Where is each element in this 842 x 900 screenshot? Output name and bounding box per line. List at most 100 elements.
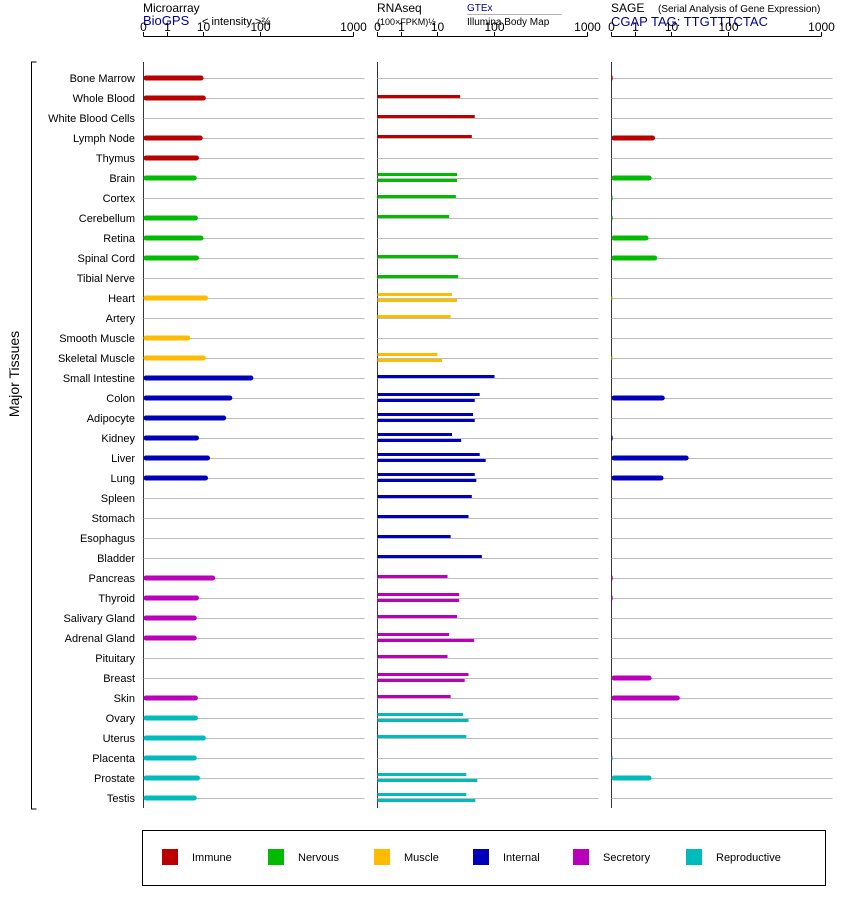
rnaseq-bar-salivary-gland (377, 615, 458, 618)
sage-tick-label-1000: 1000 (808, 20, 835, 34)
rnaseq-bar-adipocyte-2 (377, 419, 475, 422)
rnaseq-tick-label-1: 1 (398, 20, 405, 34)
microarray-bar-ovary (143, 715, 198, 721)
rnaseq-tick-label-1000: 1000 (574, 20, 601, 34)
rnaseq-bar-thyroid-1 (377, 593, 460, 596)
rnaseq-bar-small-intestine (377, 375, 495, 378)
rnaseq-bar-breast-1 (377, 673, 469, 676)
rnaseq-bar-skin (377, 695, 451, 698)
rnaseq-bar-cerebellum (377, 215, 450, 218)
tissue-label-heart: Heart (108, 293, 135, 305)
rnaseq-bar-white-blood-cells (377, 115, 475, 118)
tissue-label-pituitary: Pituitary (95, 653, 135, 665)
tissue-label-bladder: Bladder (97, 553, 135, 565)
sage-subtitle: (Serial Analysis of Gene Expression) (658, 4, 820, 15)
microarray-bar-heart (143, 295, 209, 301)
microarray-bar-prostate (143, 775, 201, 781)
sage-bar-prostate (611, 775, 652, 781)
rnaseq-bar-adrenal-gland-1 (377, 633, 450, 636)
rnaseq-bar-lung-1 (377, 473, 475, 476)
rnaseq-bar-skeletal-muscle-2 (377, 359, 443, 362)
microarray-bar-skeletal-muscle (143, 355, 206, 361)
rnaseq-bar-adrenal-gland-2 (377, 639, 475, 642)
tissue-label-cortex: Cortex (103, 193, 136, 205)
tissue-label-lung: Lung (111, 473, 135, 485)
legend-label-muscle: Muscle (404, 852, 439, 864)
tissue-label-small-intestine: Small Intestine (63, 373, 135, 385)
bars (143, 75, 689, 802)
tissue-label-ovary: Ovary (106, 713, 136, 725)
rnaseq-bar-prostate-1 (377, 773, 467, 776)
sage-bar-colon (611, 395, 665, 401)
rnaseq-bar-stomach (377, 515, 469, 518)
legend-swatch-nervous (268, 849, 284, 865)
sage-bar-spinal-cord (611, 255, 658, 261)
tissue-label-kidney: Kidney (101, 433, 135, 445)
microarray-bar-uterus (143, 735, 206, 741)
microarray-bar-whole-blood (143, 95, 206, 101)
sage-bar-cortex (611, 195, 613, 201)
rnaseq-tick-label-100: 100 (484, 20, 504, 34)
axes: 0 1 10 100 1000 0 1 10 100 1000 0 1 10 100 1000 (140, 20, 835, 808)
rnaseq-bar-brain-1 (377, 173, 458, 176)
gridlines (143, 78, 833, 799)
tissue-label-white-blood-cells: White Blood Cells (48, 113, 135, 125)
tissue-label-liver: Liver (111, 453, 135, 465)
sage-title: SAGE (611, 1, 644, 15)
microarray-bar-adipocyte (143, 415, 227, 421)
rnaseq-bar-testis-2 (377, 799, 476, 802)
sage-bar-cerebellum (611, 215, 613, 221)
legend-swatch-reproductive (686, 849, 702, 865)
tissue-label-prostate: Prostate (94, 773, 135, 785)
rnaseq-bar-spleen (377, 495, 472, 498)
rnaseq-bar-liver-2 (377, 459, 486, 462)
sage-bar-brain (611, 175, 652, 181)
legend-label-secretory: Secretory (603, 852, 651, 864)
rnaseq-bar-spinal-cord (377, 255, 459, 258)
tissue-label-adipocyte: Adipocyte (87, 413, 135, 425)
legend-swatch-immune (162, 849, 178, 865)
microarray-bar-pancreas (143, 575, 216, 581)
rnaseq-bar-skeletal-muscle-1 (377, 353, 438, 356)
microarray-bar-skin (143, 695, 198, 701)
sage-bar-kidney (611, 435, 613, 441)
tissue-label-uterus: Uterus (103, 733, 136, 745)
microarray-bar-spinal-cord (143, 255, 200, 261)
rnaseq-bar-cortex (377, 195, 456, 198)
sage-bar-lung (611, 475, 664, 481)
sage-tick-label-1: 1 (632, 20, 639, 34)
sage-bar-placenta (611, 755, 613, 761)
tissue-label-spleen: Spleen (101, 493, 135, 505)
tissue-label-adrenal-gland: Adrenal Gland (65, 633, 135, 645)
microarray-bar-liver (143, 455, 210, 461)
microarray-bar-bone-marrow (143, 75, 204, 81)
rnaseq-bar-pituitary (377, 655, 448, 658)
tissue-label-breast: Breast (103, 673, 135, 685)
microarray-tick-label-1: 1 (164, 20, 171, 34)
rnaseq-tick-label-0: 0 (374, 20, 381, 34)
tissue-label-testis: Testis (107, 793, 136, 805)
microarray-bar-small-intestine (143, 375, 254, 381)
rnaseq-bar-colon-1 (377, 393, 480, 396)
sage-tick-label-100: 100 (718, 20, 738, 34)
tissue-label-thyroid: Thyroid (98, 593, 135, 605)
tissue-label-pancreas: Pancreas (89, 573, 136, 585)
microarray-bar-salivary-gland (143, 615, 197, 621)
tissue-label-thymus: Thymus (96, 153, 136, 165)
sage-bar-breast (611, 675, 652, 681)
microarray-bar-retina (143, 235, 204, 241)
sage-source: CGAP TAG: TTGTTTCTAC (611, 14, 768, 29)
rnaseq-bar-lymph-node (377, 135, 472, 138)
rnaseq-bar-prostate-2 (377, 779, 478, 782)
rnaseq-legend-gtex: GTEx (467, 3, 493, 14)
sage-bar-liver (611, 455, 689, 461)
legend-swatch-muscle (374, 849, 390, 865)
tissue-label-retina: Retina (103, 233, 136, 245)
tissue-label-spinal-cord: Spinal Cord (78, 253, 135, 265)
sage-tick-label-10: 10 (665, 20, 679, 34)
rnaseq-bar-tibial-nerve (377, 275, 459, 278)
microarray-bar-kidney (143, 435, 200, 441)
sage-bar-skin (611, 695, 680, 701)
tissue-label-artery: Artery (106, 313, 136, 325)
microarray-source: BioGPS (143, 13, 190, 28)
